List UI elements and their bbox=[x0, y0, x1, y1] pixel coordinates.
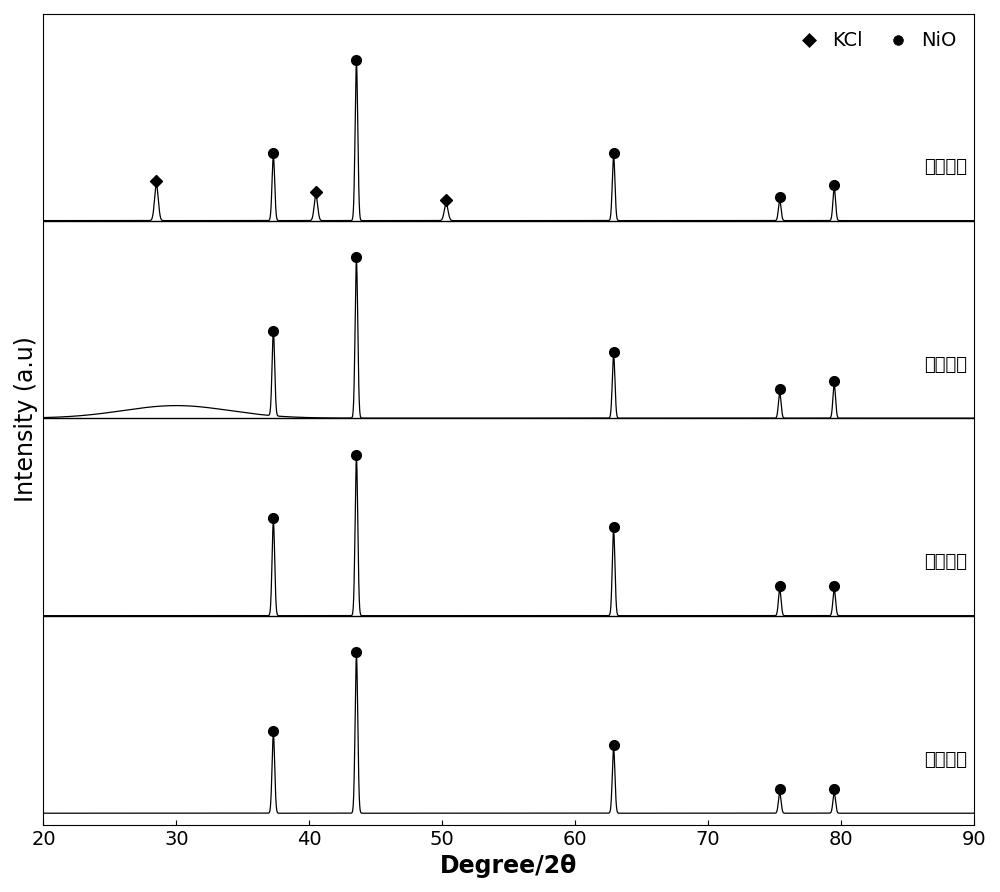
Text: 对比例一: 对比例一 bbox=[924, 158, 967, 176]
Text: 对比例三: 对比例三 bbox=[924, 553, 967, 571]
Text: 对比例二: 对比例二 bbox=[924, 356, 967, 374]
Legend: KCl, NiO: KCl, NiO bbox=[781, 23, 964, 58]
Text: 对比例四: 对比例四 bbox=[924, 750, 967, 769]
X-axis label: Degree/2θ: Degree/2θ bbox=[440, 855, 577, 878]
Y-axis label: Intensity (a.u): Intensity (a.u) bbox=[14, 336, 38, 502]
